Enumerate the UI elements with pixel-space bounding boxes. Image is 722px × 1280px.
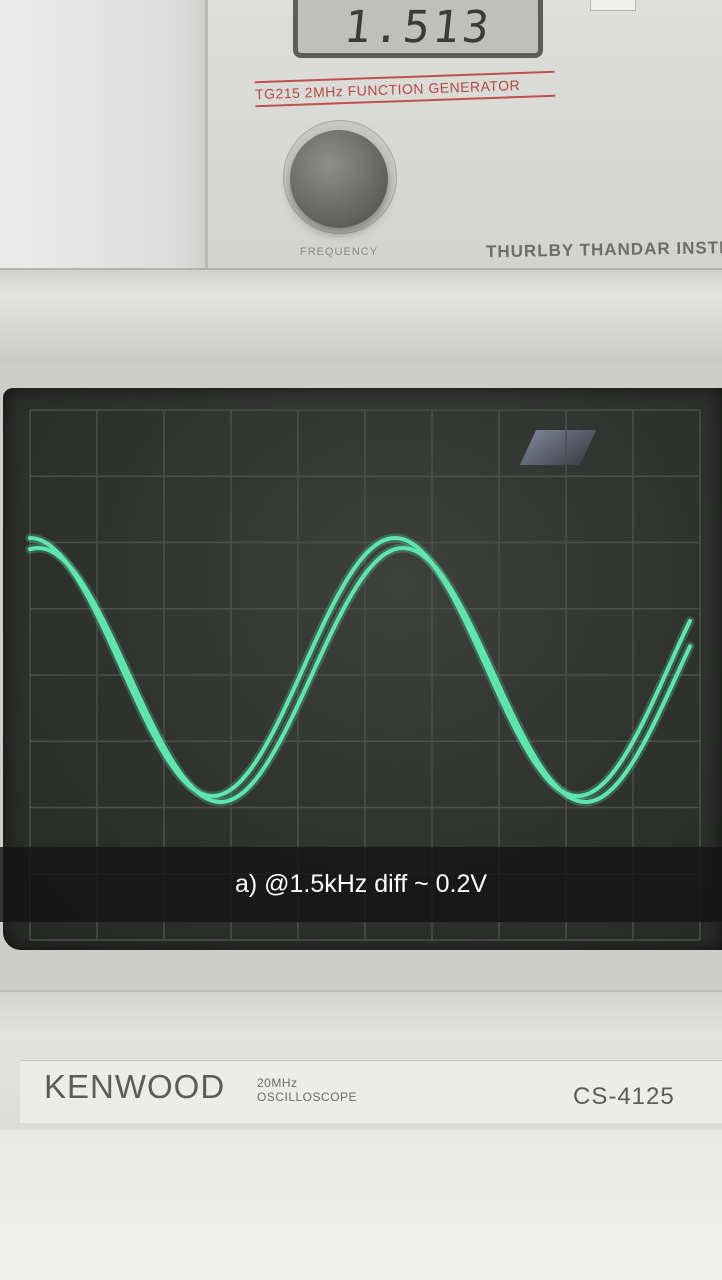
oscilloscope-brand: KENWOOD — [44, 1068, 226, 1105]
caption-text: a) @1.5kHz diff ~ 0.2V — [234, 870, 488, 898]
function-generator-display: 1.513 — [293, 0, 543, 58]
waveform-trace-1 — [28, 535, 692, 799]
caption-bar: a) @1.5kHz diff ~ 0.2V — [0, 847, 722, 922]
function-generator-button — [590, 0, 636, 11]
oscilloscope-model: CS-4125 — [573, 1083, 675, 1110]
oscilloscope-top-housing — [0, 268, 722, 370]
oscilloscope-bandwidth: 20MHz — [257, 1076, 298, 1090]
oscilloscope-type: OSCILLOSCOPE — [257, 1090, 358, 1104]
bench-surface — [0, 1130, 722, 1280]
frequency-knob — [290, 130, 388, 228]
oscilloscope-label-strip — [20, 1060, 722, 1123]
waveform-traces — [25, 533, 695, 807]
frequency-knob-label: FREQUENCY — [300, 246, 379, 258]
waveform-trace-2 — [28, 545, 692, 805]
